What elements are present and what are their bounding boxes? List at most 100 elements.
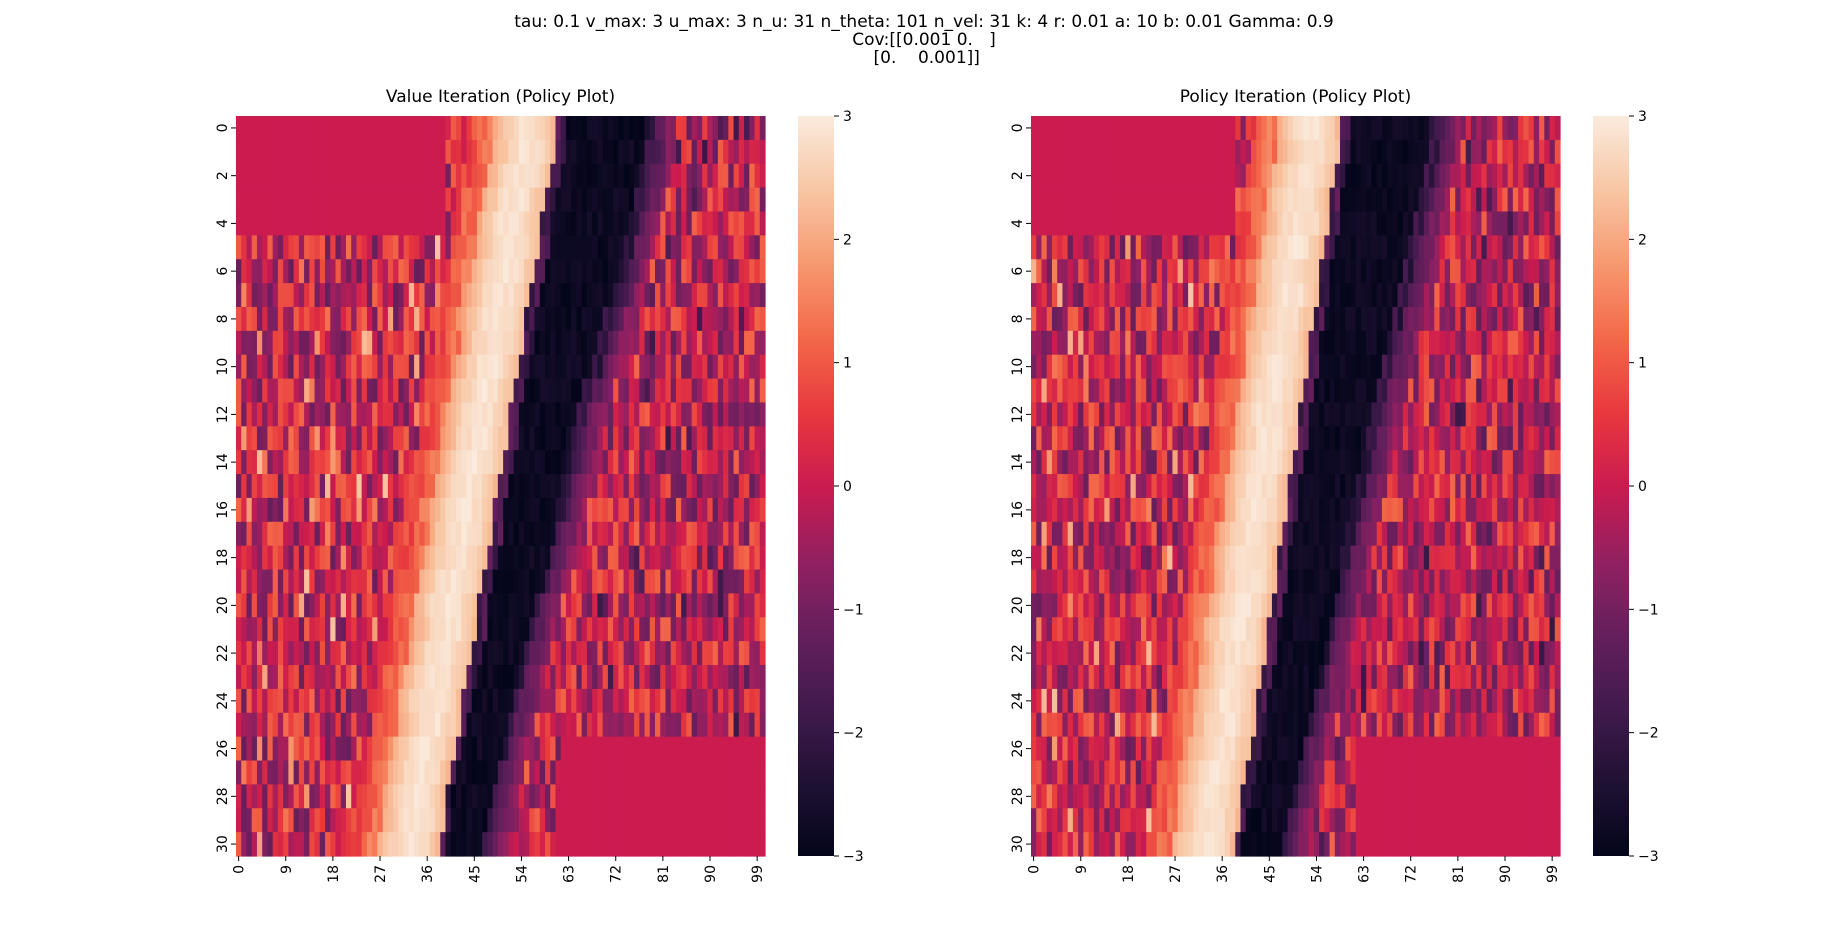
heatmap-cell	[293, 736, 300, 762]
heatmap-cell	[236, 593, 242, 618]
heatmap-cell	[288, 259, 295, 284]
heatmap-cell	[581, 569, 588, 595]
heatmap-cell	[749, 641, 756, 666]
heatmap-cell	[555, 665, 562, 690]
heatmap-cell	[487, 617, 494, 642]
heatmap-cell	[555, 378, 562, 404]
heatmap-cell	[429, 808, 436, 833]
heatmap-cell	[597, 378, 604, 404]
heatmap-cell	[1491, 497, 1498, 523]
heatmap-cell	[681, 211, 688, 236]
heatmap-cell	[1120, 211, 1126, 236]
heatmap-cell	[1350, 283, 1357, 308]
heatmap-cell	[534, 617, 541, 642]
heatmap-cell	[471, 330, 478, 356]
heatmap-cell	[361, 593, 368, 618]
heatmap-cell	[1209, 474, 1215, 499]
heatmap-cell	[1099, 330, 1105, 356]
heatmap-cell	[1261, 330, 1268, 356]
heatmap-cell	[340, 545, 347, 571]
heatmap-cell	[1214, 235, 1221, 260]
heatmap-cell	[644, 832, 651, 857]
heatmap-cell	[623, 497, 630, 523]
heatmap-cell	[429, 545, 436, 571]
heatmap-cell	[419, 116, 426, 141]
heatmap-cell	[1408, 235, 1414, 260]
heatmap-cell	[325, 163, 331, 189]
heatmap-cell	[581, 211, 588, 236]
heatmap-cell	[644, 163, 651, 189]
heatmap-cell	[1418, 450, 1425, 475]
heatmap-cell	[1104, 139, 1111, 165]
heatmap-cell	[503, 163, 509, 189]
heatmap-cell	[267, 545, 274, 571]
heatmap-cell	[309, 832, 316, 857]
heatmap-cell	[691, 259, 698, 284]
heatmap-cell	[759, 736, 766, 762]
heatmap-cell	[1303, 306, 1310, 332]
heatmap-cell	[686, 163, 693, 189]
heatmap-cell	[440, 712, 447, 738]
heatmap-cell	[445, 617, 452, 642]
heatmap-cell	[1062, 354, 1069, 380]
heatmap-cell	[670, 593, 677, 618]
heatmap-cell	[1125, 330, 1132, 356]
heatmap-cell	[749, 450, 756, 475]
heatmap-cell	[597, 521, 604, 547]
heatmap-cell	[524, 736, 530, 762]
heatmap-cell	[560, 784, 567, 809]
heatmap-cell	[1120, 474, 1126, 499]
heatmap-cell	[241, 641, 248, 666]
heatmap-cell	[497, 808, 504, 833]
heatmap-cell	[461, 187, 468, 213]
heatmap-cell	[586, 712, 593, 738]
heatmap-cell	[1198, 235, 1205, 260]
heatmap-cell	[236, 402, 242, 427]
heatmap-cell	[1345, 163, 1352, 189]
heatmap-cell	[398, 545, 405, 571]
heatmap-cell	[1455, 163, 1462, 189]
heatmap-cell	[555, 211, 562, 236]
heatmap-cell	[1360, 426, 1367, 451]
heatmap-cell	[309, 712, 316, 738]
heatmap-cell	[565, 306, 572, 332]
heatmap-cell	[325, 808, 331, 833]
heatmap-cell	[382, 306, 389, 332]
heatmap-cell	[288, 235, 295, 260]
heatmap-cell	[330, 617, 337, 642]
heatmap-cell	[387, 402, 394, 427]
heatmap-cell	[366, 116, 373, 141]
heatmap-cell	[445, 545, 452, 571]
heatmap-cell	[660, 450, 667, 475]
heatmap-cell	[733, 474, 740, 499]
heatmap-cell	[660, 187, 667, 213]
heatmap-cell	[1120, 450, 1126, 475]
heatmap-cell	[455, 426, 462, 451]
heatmap-cell	[419, 235, 426, 260]
heatmap-cell	[723, 259, 729, 284]
heatmap-cell	[681, 832, 688, 857]
heatmap-cell	[634, 712, 640, 738]
heatmap-cell	[246, 617, 253, 642]
heatmap-cell	[1271, 306, 1278, 332]
heatmap-cell	[1329, 474, 1336, 499]
heatmap-cell	[675, 593, 682, 618]
heatmap-cell	[325, 259, 331, 284]
heatmap-cell	[361, 330, 368, 356]
heatmap-cell	[1497, 259, 1503, 284]
heatmap-cell	[435, 545, 441, 571]
heatmap-cell	[471, 808, 478, 833]
heatmap-cell	[1161, 283, 1168, 308]
heatmap-cell	[607, 259, 614, 284]
heatmap-cell	[414, 641, 420, 666]
heatmap-cell	[524, 450, 530, 475]
heatmap-cell	[267, 163, 274, 189]
heatmap-cell	[571, 545, 578, 571]
heatmap-cell	[733, 330, 740, 356]
heatmap-cell	[382, 521, 389, 547]
heatmap-cell	[1240, 402, 1247, 427]
heatmap-cell	[581, 665, 588, 690]
heatmap-cell	[1031, 402, 1037, 427]
heatmap-cell	[471, 617, 478, 642]
heatmap-cell	[298, 354, 305, 380]
